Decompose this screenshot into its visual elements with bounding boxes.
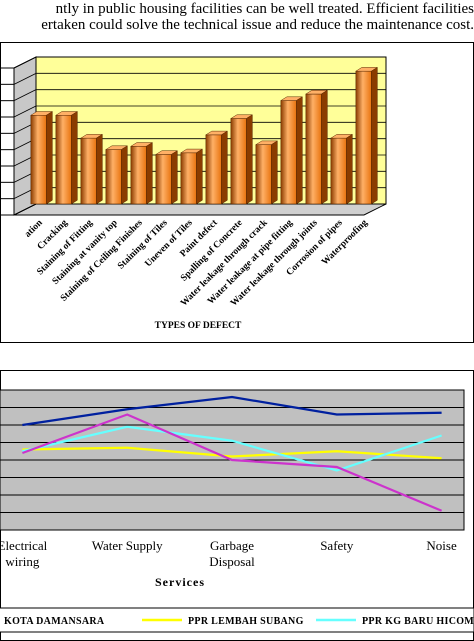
legend-label: PPR LEMBAH SUBANG [188,616,304,627]
bar-side [221,130,228,205]
bar-front [130,146,147,205]
bar-front [155,154,172,205]
bar [304,89,329,205]
bar-side [346,133,353,205]
x-axis-label: Services [155,575,205,589]
bar [154,150,179,205]
document-text-line-2: ertaken could solve the technical issue … [41,17,474,33]
x-tick-label: Water Supply [92,538,163,553]
series-line [22,446,442,460]
bar-front [205,134,222,205]
services-line-chart: Electrical wiring Water Supply Garbage Dispo… [0,370,474,641]
bar [104,145,129,205]
bar [129,142,154,205]
bar-front [305,93,322,205]
x-tick-label: Electrical wiring [0,538,48,569]
series-line [22,425,442,472]
bar-side [196,148,203,205]
bar [229,114,254,205]
bar-front [355,70,372,205]
gridline-side [13,89,37,102]
bar-side [146,142,153,205]
bar-side [171,150,178,205]
x-tick-label: Noise [426,538,457,553]
bar-side [296,96,303,205]
series-line [22,395,442,427]
bar-side [71,111,78,205]
bar-side [96,133,103,205]
x-axis-label: TYPES OF DEFECT [155,321,242,331]
bar-front [180,152,197,205]
bar [54,111,79,205]
bar [354,66,379,205]
bar-front [30,115,47,205]
bar-side [371,66,378,205]
bar-front [80,137,97,205]
bar [29,111,54,205]
bar [254,140,279,205]
bar-side [321,89,328,205]
gridline-side [13,56,37,69]
series-line [22,413,443,512]
gridline-side [13,105,37,118]
document-text-line-1: ntly in public housing facilities can be… [55,1,474,17]
legend-label: KOTA DAMANSARA [4,616,105,627]
bar-side [271,140,278,205]
bar-front [280,100,297,205]
bar [79,133,104,205]
bar-front [105,149,122,205]
gridline-side [13,203,37,216]
legend-box [0,607,474,633]
x-tick-label: Safety [320,538,354,553]
bar [179,148,204,205]
bar-side [121,145,128,205]
bar-front [255,144,272,205]
bar-front [330,137,347,205]
bar-front [55,115,72,205]
bar [279,96,304,205]
bar [329,133,354,205]
plot-floor [13,203,387,216]
bar-side [46,111,53,205]
gridline-side [13,72,37,85]
x-tick-label: Garbage Disposal [209,538,255,569]
legend-label: PPR KG BARU HICOM [362,616,474,627]
bar-front [230,118,247,205]
bar-side [246,114,253,205]
bar [204,130,229,205]
